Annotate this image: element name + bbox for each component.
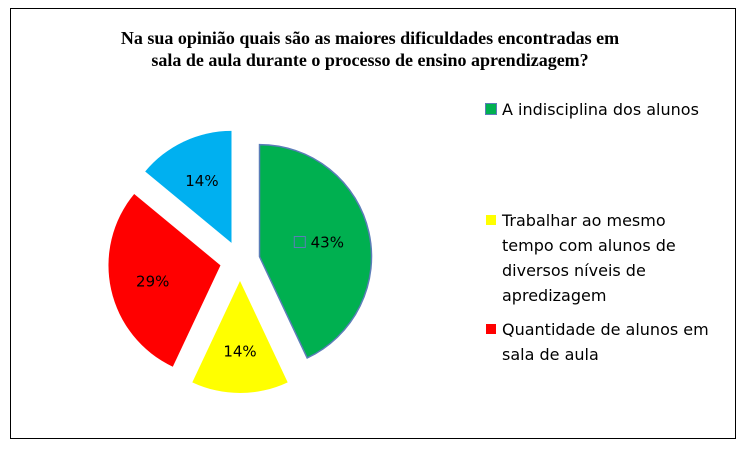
slice-indisciplina — [258, 143, 373, 359]
data-label: 14% — [223, 342, 256, 360]
legend-item-quantidade: Quantidade de alunos em sala de aula — [486, 317, 721, 367]
data-label: 29% — [136, 273, 169, 291]
legend-swatch — [486, 215, 496, 225]
legend-label: Trabalhar ao mesmo tempo com alunos de d… — [502, 211, 676, 305]
chart-title: Na sua opinião quais são as maiores difi… — [40, 27, 700, 71]
label-legend-key-icon — [293, 235, 306, 248]
legend-item-indisciplina: A indisciplina dos alunos — [485, 97, 716, 122]
legend-label: Quantidade de alunos em sala de aula — [502, 320, 709, 364]
legend-label: A indisciplina dos alunos — [502, 100, 699, 119]
slice-niveis — [192, 281, 288, 394]
legend-swatch — [486, 324, 496, 334]
slice-other — [145, 130, 232, 243]
slice-quantidade — [108, 193, 221, 367]
chart-title-line-1: Na sua opinião quais são as maiores difi… — [120, 28, 620, 48]
data-label: 14% — [185, 172, 218, 190]
chart-title-line-2: sala de aula durante o processo de ensin… — [151, 50, 589, 70]
chart-frame — [10, 8, 736, 439]
legend-item-niveis: Trabalhar ao mesmo tempo com alunos de d… — [486, 208, 701, 308]
legend-swatch — [485, 103, 497, 115]
data-label: 43% — [311, 233, 344, 251]
